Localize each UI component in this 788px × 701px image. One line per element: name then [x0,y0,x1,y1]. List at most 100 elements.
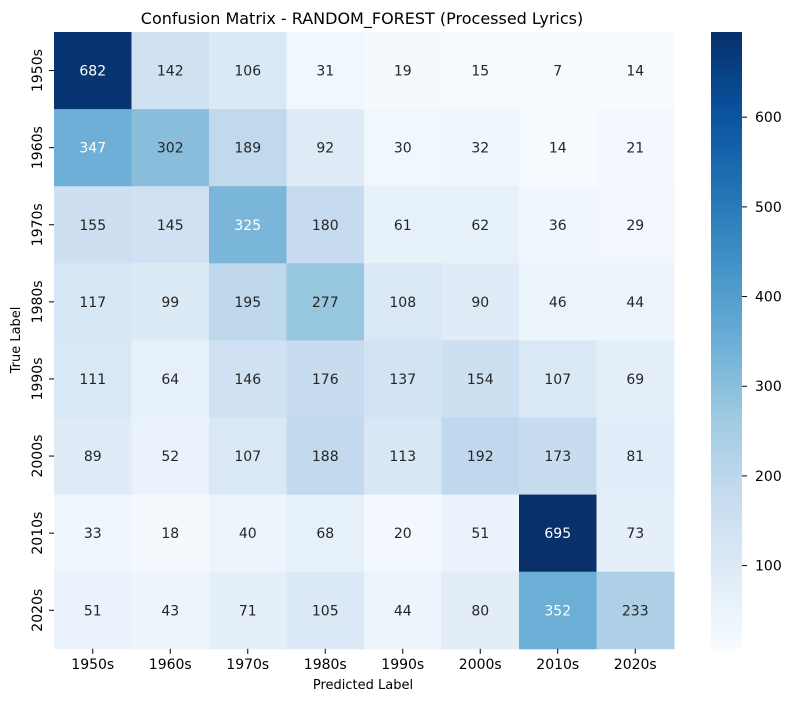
y-tick-label: 2000s [30,435,46,478]
heatmap-cell [364,417,442,496]
heatmap-cell [519,32,597,110]
cell-value-label: 51 [84,603,102,619]
x-axis-label: Predicted Label [313,678,413,693]
x-tick-label: 1950s [71,657,114,673]
x-tick-label: 1960s [149,657,192,673]
cell-value-label: 14 [626,64,644,80]
cell-value-label: 188 [312,449,339,465]
cell-value-label: 52 [161,449,179,465]
heatmap-cell [209,340,287,418]
cell-value-label: 90 [471,295,489,311]
cell-value-label: 32 [471,141,489,157]
heatmap-cell [286,417,365,496]
cell-value-label: 302 [157,141,184,157]
cell-value-label: 80 [471,603,489,619]
heatmap-cell [364,494,442,573]
cell-value-label: 142 [157,64,184,80]
x-tick-label: 1980s [304,657,347,673]
heatmap-cell [596,32,675,110]
heatmap-cell [54,494,132,573]
heatmap-cell [441,109,520,187]
y-axis-ticks: 1950s 1960s 1970s 1980s 1990s 2000s 2010s 2020s [30,49,54,632]
x-tick-label: 1990s [381,657,424,673]
heatmap-cell [209,32,287,110]
heatmap-cell [209,186,287,264]
cell-value-label: 73 [626,526,644,542]
heatmap-cell [519,263,597,341]
cell-value-label: 46 [549,295,567,311]
cell-value-label: 173 [544,449,571,465]
heatmap-cell [441,263,520,341]
cell-value-label: 137 [389,372,416,388]
cell-value-label: 64 [161,372,179,388]
heatmap-cell [286,186,365,264]
heatmap-cell [54,340,132,418]
heatmap-cell [519,571,597,650]
heatmap-cell [364,263,442,341]
heatmap-cell [519,340,597,418]
heatmap-cell [364,340,442,418]
cell-value-label: 15 [471,64,489,80]
y-tick-label: 2020s [30,589,46,632]
colorbar-tick-label: 600 [755,110,782,126]
cell-value-label: 36 [549,218,567,234]
cell-value-label: 108 [389,295,416,311]
heatmap-cell [286,340,365,418]
heatmap-cell [209,417,287,496]
cell-value-label: 195 [234,295,261,311]
cell-value-label: 20 [394,526,412,542]
heatmap-cell [286,494,365,573]
heatmap-cell [596,186,675,264]
heatmap-cell [519,109,597,187]
cell-value-label: 277 [312,295,339,311]
heatmap-cell [596,417,675,496]
heatmap-cell [54,109,132,187]
heatmap-cell [286,263,365,341]
cell-value-label: 68 [316,526,334,542]
heatmap-cell [131,263,210,341]
cell-value-label: 19 [394,64,412,80]
heatmap-cell [596,340,675,418]
colorbar-tick-label: 300 [755,379,782,395]
y-tick-label: 1980s [30,280,46,323]
heatmap-cell [441,417,520,496]
chart-title: Confusion Matrix - RANDOM_FOREST (Proces… [141,9,583,29]
y-tick-label: 1970s [30,203,46,246]
heatmap-cell [131,417,210,496]
cell-value-label: 89 [84,449,102,465]
cell-value-label: 347 [79,141,106,157]
heatmap-cell [209,494,287,573]
x-tick-label: 2020s [614,657,657,673]
heatmap-cell [54,263,132,341]
heatmap-cell [131,32,210,110]
heatmap-cell [364,109,442,187]
cell-value-label: 7 [553,64,562,80]
y-axis-label: True Label [9,307,24,375]
heatmap-cell [441,340,520,418]
cell-value-label: 145 [157,218,184,234]
heatmap-cell [286,109,365,187]
cell-value-label: 62 [471,218,489,234]
y-tick-label: 2010s [30,512,46,555]
y-tick-label: 1950s [30,49,46,92]
heatmap-cell [286,571,365,650]
colorbar-tick-label: 400 [755,290,782,306]
cell-value-label: 105 [312,603,339,619]
cell-value-label: 30 [394,141,412,157]
heatmap-cell [286,32,365,110]
heatmap-cell [596,571,675,650]
cell-value-label: 325 [234,218,261,234]
heatmap-cell [596,494,675,573]
cell-value-label: 111 [79,372,106,388]
cell-value-label: 61 [394,218,412,234]
cell-value-label: 18 [161,526,179,542]
heatmap-cell [519,494,597,573]
heatmap-cell [441,32,520,110]
colorbar-ticks: 100 200 300 400 500 600 [742,110,782,575]
heatmap-cell [54,571,132,650]
x-tick-label: 1970s [226,657,269,673]
heatmap-cell [441,571,520,650]
heatmap-cell [441,186,520,264]
heatmap-cells: 682 142 106 31 19 15 7 14 347 302 189 92 30 32 14 21 155… [54,32,675,650]
